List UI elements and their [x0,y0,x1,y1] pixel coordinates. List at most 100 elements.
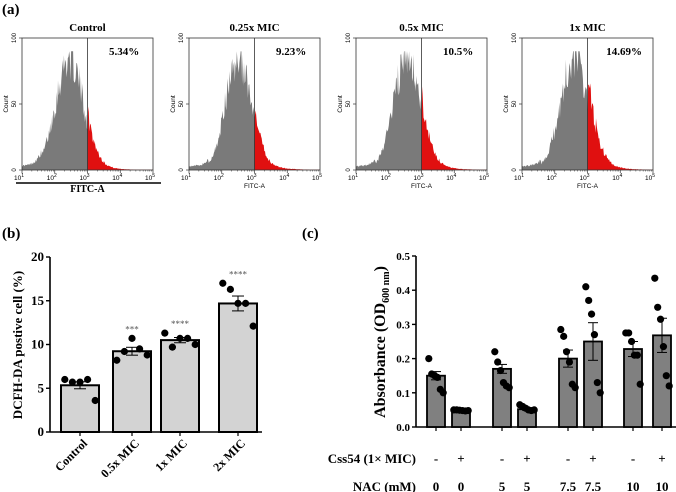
x-tick-exponent: 5 [486,173,489,179]
data-point [636,380,644,388]
data-point [530,406,538,414]
x-tick-label: 104 [279,173,289,182]
x-axis-label: FITC-A [577,183,599,190]
y-tick-label: 100 [179,32,185,43]
data-point [585,296,593,305]
x-tick-exponent: 4 [619,173,622,179]
bar-group [516,401,538,431]
x-tick-label: 102 [47,173,57,182]
histogram-title: Control [69,22,105,34]
y-tick-label: 15 [31,293,45,308]
data-point [184,334,192,342]
x-tick-base: 10 [479,175,487,182]
x-tick-label: 102 [214,173,224,182]
panel-c-bar-chart: 0.0 0.1 0.2 0.3 0.4 0.5 Absorbance (OD600 nm) C… [328,251,676,492]
x-tick-base: 10 [14,175,22,182]
x-tick-base: 10 [645,175,653,182]
x-tick-exponent: 1 [21,173,24,179]
x-tick-label: 105 [645,173,655,182]
x-tick-exponent: 2 [54,173,57,179]
negative-population-area [189,51,255,171]
css54-value: - [434,451,438,466]
data-point [587,310,596,318]
x-tick-label: 105 [312,173,322,182]
x-tick-label: 103 [579,173,589,182]
x-tick-base: 10 [612,175,620,182]
x-tick-exponent: 2 [221,173,224,179]
data-point [120,347,128,356]
positive-population-area [587,83,653,170]
bar-group [60,375,100,436]
data-point [627,337,636,346]
positive-percent-label: 9.23% [276,46,306,58]
data-point [562,348,571,356]
negative-population-area [22,51,88,171]
y-tick-label: 0 [346,168,352,172]
bar [558,357,578,428]
x-tick-label: 1x MIC [152,436,190,474]
x-tick-base: 10 [181,175,189,182]
histogram-title: 1x MIC [569,22,605,34]
x-tick-base: 10 [547,175,555,182]
x-axis-label: FITC-A [411,183,433,190]
data-point [136,345,144,353]
x-tick-exponent: 5 [652,173,655,179]
bar [160,339,200,433]
bar [426,374,446,428]
x-tick-label: 0.5x MIC [98,436,142,480]
data-point [439,389,447,397]
x-tick-exponent: 4 [119,173,122,179]
bar [218,302,258,433]
panel-c-label: (c) [302,226,319,242]
x-tick-label: 101 [181,173,191,182]
data-point [242,299,250,307]
x-tick-exponent: 3 [87,173,90,179]
y-axis-label-subscript: 600 nm [381,271,392,303]
x-tick-exponent: 3 [421,173,424,179]
y-axis-label: Absorbance (OD600 nm) [372,266,392,418]
data-point [464,406,472,415]
bar [492,367,512,428]
css54-value: + [589,451,596,466]
y-tick-label: 50 [512,100,518,107]
positive-percent-label: 14.69% [606,46,642,58]
data-point [84,375,92,384]
data-point [219,279,227,287]
data-point [582,283,590,291]
y-axis-label: DCFH-DA postive cell (%) [10,271,25,419]
x-tick-exponent: 3 [587,173,590,179]
data-point [494,358,502,366]
x-tick-exponent: 3 [254,173,257,179]
x-tick-label: 105 [145,173,155,182]
x-tick-base: 10 [514,175,522,182]
data-point [590,331,599,339]
data-point [654,303,662,311]
y-tick-label: 100 [512,32,518,43]
css54-value: + [523,451,530,466]
y-axis-label: Count [337,95,344,113]
data-point [61,375,69,384]
data-point [662,372,670,380]
y-tick-label: 20 [31,249,44,264]
y-tick-label: 0.0 [396,422,410,434]
nac-row-label: NAC (mM) [353,479,416,492]
x-tick-label: 101 [514,173,524,182]
bar-group [425,355,447,431]
data-point [505,384,513,392]
data-point [651,274,659,282]
x-tick-base: 10 [79,175,87,182]
data-point [565,358,574,366]
y-axis-label: Count [170,95,177,113]
bar-group: *** [112,324,152,436]
y-axis-label: Count [503,95,510,113]
y-tick-label: 10 [31,337,44,352]
y-tick-label: 0.4 [396,285,410,297]
x-tick-label: 103 [79,173,89,182]
x-tick-label: 104 [112,173,122,182]
y-tick-label: 0 [38,424,45,439]
y-axis-label-end: ) [372,266,389,271]
data-point [168,343,176,351]
